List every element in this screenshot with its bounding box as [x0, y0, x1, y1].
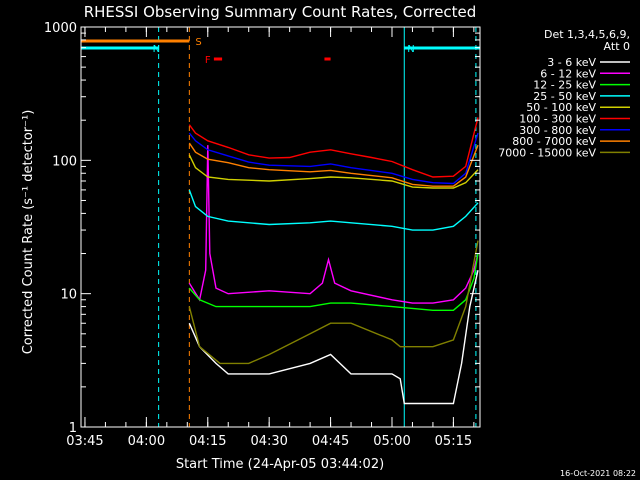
chart-title: RHESSI Observing Summary Count Rates, Co…: [84, 3, 477, 21]
legend-label-5: 100 - 300 keV: [519, 113, 596, 126]
y-tick-label-3: 1000: [44, 21, 77, 36]
legend-label-1: 6 - 12 keV: [540, 67, 596, 80]
series-line-1: [188, 145, 479, 304]
series-line-3: [188, 189, 479, 231]
x-tick-label-5: 05:00: [373, 434, 410, 449]
x-tick-label-2: 04:15: [189, 434, 226, 449]
y-tick-label-0: 1: [69, 421, 77, 436]
x-tick-label-0: 03:45: [66, 434, 103, 449]
flag-label-3: F: [205, 55, 211, 66]
series-line-6: [188, 132, 479, 185]
y-tick-label-1: 10: [60, 288, 77, 303]
legend-label-3: 25 - 50 keV: [533, 90, 596, 103]
series-line-2: [188, 253, 479, 311]
x-tick-label-1: 04:00: [128, 434, 165, 449]
y-tick-label-2: 100: [52, 154, 77, 169]
flag-label-2: N: [407, 44, 414, 55]
series-line-5: [188, 117, 479, 178]
footer-timestamp: 16-Oct-2021 08:22: [560, 469, 636, 478]
x-tick-label-6: 05:15: [435, 434, 472, 449]
legend-label-8: 7000 - 15000 keV: [498, 146, 596, 159]
series-line-4: [188, 154, 479, 189]
legend-header-line-2: Att 0: [604, 40, 630, 53]
series-line-8: [188, 240, 479, 365]
legend-header-line-1: Det 1,3,4,5,6,9,: [544, 28, 630, 41]
legend-label-2: 12 - 25 keV: [533, 79, 596, 92]
plot-frame: [80, 26, 481, 428]
y-axis-label: Corrected Count Rate (s⁻¹ detector⁻¹): [21, 110, 36, 355]
legend-label-6: 300 - 800 keV: [519, 124, 596, 137]
x-axis-label: Start Time (24-Apr-05 03:44:02): [176, 457, 384, 472]
series-line-7: [188, 142, 479, 187]
legend-label-4: 50 - 100 keV: [526, 101, 596, 114]
plot-area: S N N F 1 10 100 1000 03:45 04:00 04:15 04:30 04:45 0…: [44, 21, 481, 449]
legend-label-7: 800 - 7000 keV: [512, 135, 596, 148]
legend-label-0: 3 - 6 keV: [547, 56, 596, 69]
series-line-0: [188, 270, 479, 405]
x-tick-label-4: 04:45: [312, 434, 349, 449]
flag-label-0: S: [195, 37, 201, 48]
x-tick-label-3: 04:30: [250, 434, 287, 449]
flag-label-1: N: [153, 44, 160, 55]
